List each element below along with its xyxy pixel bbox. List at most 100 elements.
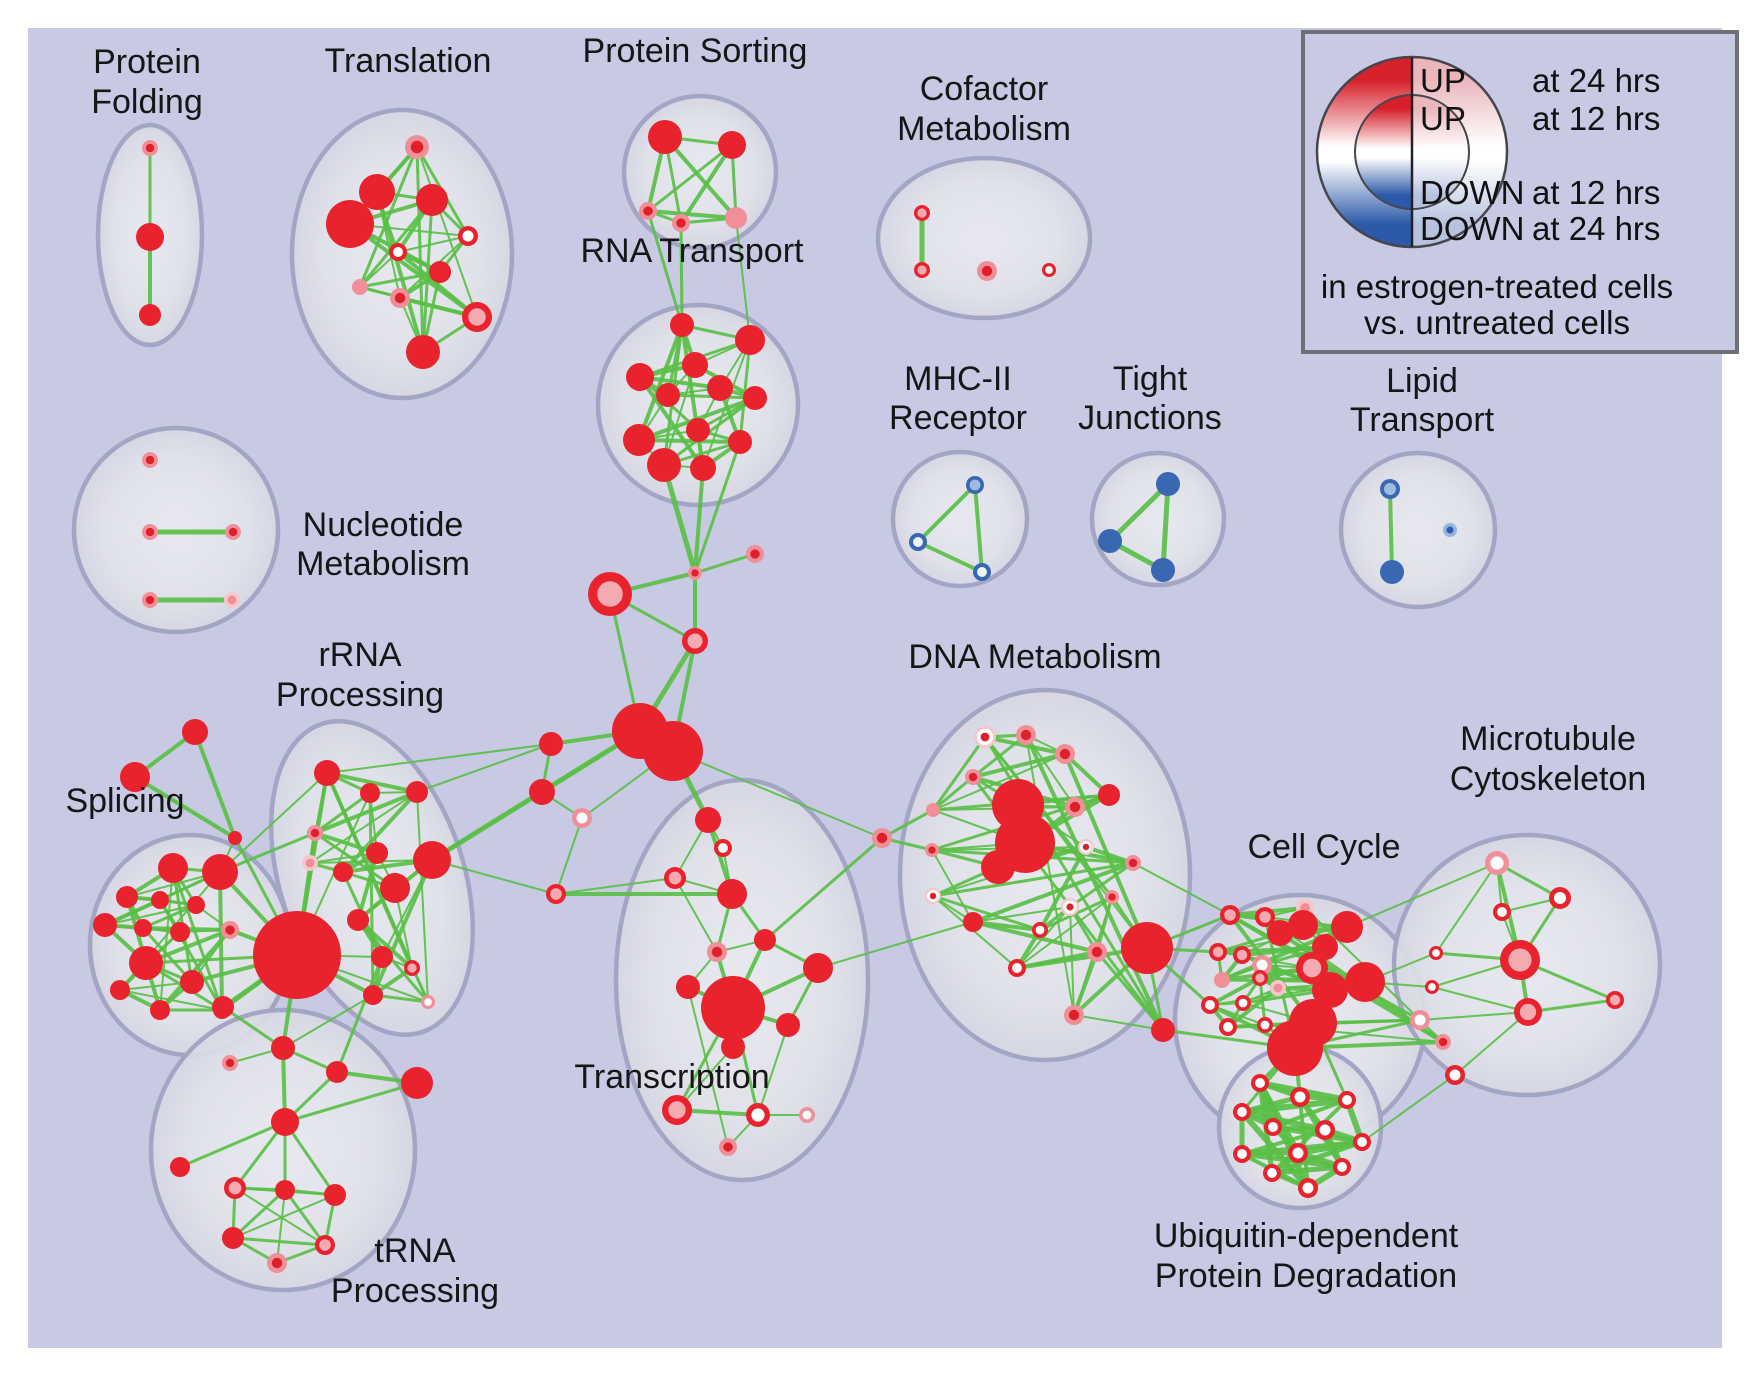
edge	[693, 440, 742, 575]
node-transcription-13-core	[802, 1110, 812, 1120]
edge	[1495, 861, 1562, 900]
node-translation-7	[352, 279, 368, 295]
cluster-ubiquitin-label: Ubiquitin-dependent	[1154, 1217, 1459, 1255]
node-ubiquitin-11-core	[1302, 1182, 1314, 1194]
node-dna-22	[1151, 1018, 1175, 1042]
node-cellCycle-16-core	[1238, 998, 1248, 1008]
node-splicing-3	[151, 891, 169, 909]
edge	[1016, 896, 1113, 969]
node-translation-1	[359, 174, 395, 210]
node-transcription-6	[676, 975, 700, 999]
node-cellCycle-9	[1214, 972, 1230, 988]
node-transcription-14-core	[723, 1142, 733, 1152]
node-translation-0-core	[410, 140, 424, 154]
node-dna-14	[963, 912, 983, 932]
edge	[983, 735, 1067, 756]
cluster-nucleotide-label: Metabolism	[296, 545, 470, 583]
cluster-mhc-label: MHC-II	[904, 360, 1012, 398]
cluster-rnaTransport-label: RNA Transport	[581, 232, 805, 270]
edge	[931, 775, 975, 812]
edge	[555, 817, 583, 895]
cluster-trna-label: Processing	[331, 1272, 499, 1310]
node-dna-21	[1121, 922, 1173, 974]
node-cellCycle-12	[1312, 972, 1348, 1008]
node-splicing-12	[150, 1000, 170, 1020]
node-cellCycle-1-core	[1259, 911, 1271, 923]
cluster-lipid-label: Lipid	[1386, 362, 1458, 400]
node-cellCycle-0-core	[1224, 909, 1236, 921]
node-tightJunctions-2	[1151, 558, 1175, 582]
edge	[119, 989, 223, 1011]
edge	[637, 438, 742, 444]
node-translation-10	[406, 335, 440, 369]
cluster-splicing-label: Splicing	[65, 782, 184, 820]
node-trna-2-core	[225, 1058, 235, 1068]
node-dna-20-core	[1068, 1009, 1080, 1021]
node-ubiquitin-7-core	[1237, 1149, 1247, 1159]
node-trna-10	[222, 1227, 244, 1249]
node-splicing-11	[110, 980, 130, 1000]
node-loose-L0-core	[691, 569, 699, 577]
edge	[416, 146, 478, 318]
edge	[984, 736, 1148, 949]
node-cofactor-2-core	[981, 265, 993, 277]
node-rnaTransport-5	[707, 375, 733, 401]
node-ubiquitin-5-core	[1319, 1124, 1331, 1136]
node-trna-5	[271, 1108, 299, 1136]
node-dna-0-core	[980, 732, 990, 742]
node-dna-12-core	[1128, 858, 1138, 868]
node-loose-L5	[643, 721, 703, 781]
cluster-cellCycle-label: Cell Cycle	[1247, 828, 1400, 866]
edge	[1419, 1011, 1529, 1021]
node-microtubule-1-core	[1553, 891, 1567, 905]
node-loose-L8-core	[576, 812, 588, 824]
node-transcription-9	[776, 1013, 800, 1037]
node-rnaTransport-2	[682, 352, 708, 378]
edge	[693, 552, 757, 575]
cluster-proteinFolding-label: Protein	[93, 43, 201, 81]
node-dna-6	[1098, 784, 1120, 806]
edge	[178, 1120, 287, 1169]
edge	[375, 190, 425, 354]
node-rrna-5	[366, 842, 388, 864]
edge	[1024, 733, 1165, 1032]
edge	[687, 986, 729, 1148]
node-cellCycle-8-core	[1236, 949, 1248, 961]
node-translation-6	[429, 261, 451, 283]
cluster-cofactor-label: Metabolism	[897, 110, 1071, 148]
node-dna-19-core	[1108, 893, 1116, 901]
node-rnaTransport-11	[690, 455, 716, 481]
node-loose-T1	[120, 762, 150, 792]
node-lipid-1-core	[1446, 526, 1454, 534]
edge	[931, 861, 1135, 898]
node-ubiquitin-1-core	[1294, 1091, 1306, 1103]
edge	[1346, 862, 1498, 928]
node-loose-L6	[539, 732, 563, 756]
edge	[932, 895, 1018, 969]
node-transcription-7	[803, 953, 833, 983]
edge	[309, 791, 418, 864]
node-rrna-13-core	[424, 998, 432, 1006]
node-ubiquitin-8-core	[1292, 1147, 1304, 1159]
node-lipid-2	[1380, 560, 1404, 584]
edge	[973, 483, 984, 574]
node-microtubule-6-core	[1609, 994, 1621, 1006]
node-rrna-4-core	[305, 858, 315, 868]
node-nucleotide-4-core	[227, 595, 237, 605]
edge	[817, 921, 974, 969]
cluster-lipid-label: Transport	[1350, 401, 1495, 439]
edge	[637, 323, 684, 442]
edge	[283, 1188, 327, 1247]
cluster-proteinFolding-label: Folding	[91, 83, 203, 121]
node-ubiquitin-10-core	[1267, 1168, 1277, 1178]
edge	[313, 790, 419, 835]
edge	[555, 877, 676, 895]
node-mhc-1-core	[913, 537, 923, 547]
node-dna-4	[926, 803, 940, 817]
edge	[680, 323, 705, 470]
edge	[221, 1005, 285, 1050]
cluster-ubiquitin-label: Protein Degradation	[1155, 1257, 1457, 1295]
node-ubiquitin-4-core	[1268, 1122, 1278, 1132]
node-lipid-0-core	[1384, 483, 1396, 495]
